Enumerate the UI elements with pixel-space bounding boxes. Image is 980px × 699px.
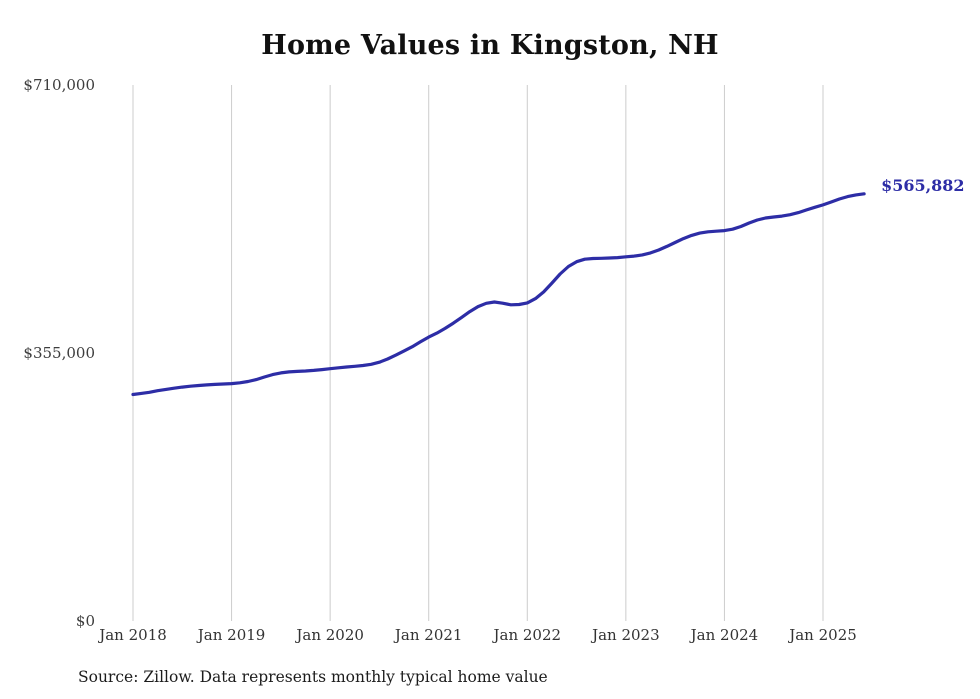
y-tick-label: $0 [75, 612, 95, 630]
x-tick-label: Jan 2023 [592, 626, 660, 644]
x-tick-label: Jan 2019 [197, 626, 266, 644]
y-tick-label: $355,000 [23, 344, 95, 362]
home-value-line [131, 192, 866, 397]
x-tick-label: Jan 2024 [690, 626, 759, 644]
source-note: Source: Zillow. Data represents monthly … [78, 668, 548, 686]
x-tick-label: Jan 2022 [493, 626, 562, 644]
vertical-gridlines [132, 85, 824, 621]
x-tick-label: Jan 2020 [296, 626, 364, 644]
chart-title: Home Values in Kingston, NH [261, 30, 719, 61]
x-tick-label: Jan 2018 [99, 626, 167, 644]
latest-value-label: $565,882 [881, 175, 965, 195]
x-tick-label: Jan 2025 [789, 626, 857, 644]
y-tick-label: $710,000 [23, 76, 95, 94]
x-tick-label: Jan 2021 [394, 626, 463, 644]
